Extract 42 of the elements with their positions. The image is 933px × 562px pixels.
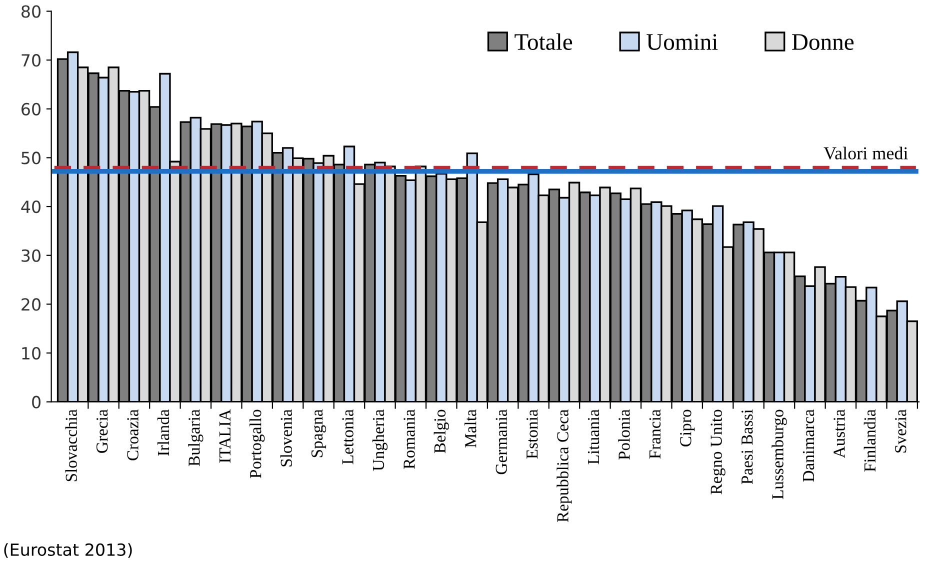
y-tick-label: 0 — [32, 396, 40, 408]
y-tick-label: 20 — [22, 298, 40, 311]
x-tick-label: Svezia — [895, 409, 906, 452]
x-tick-label: Belgio — [434, 410, 449, 454]
x-tick-label: Malta — [464, 409, 476, 448]
y-tick-label: 50 — [22, 152, 40, 164]
legend-label: Totale — [514, 33, 572, 50]
legend-label: Uomini — [646, 34, 718, 50]
y-tick-label: 10 — [22, 346, 40, 360]
x-tick-label: Bulgaria — [188, 409, 204, 466]
x-tick-label: Polonia — [618, 409, 630, 460]
x-tick-label: Austria — [834, 409, 845, 458]
x-tick-label: Estonia — [526, 409, 538, 459]
x-tick-label: Portogallo — [250, 410, 265, 478]
x-tick-label: Cipro — [680, 410, 695, 446]
y-tick-label: 80 — [22, 5, 40, 18]
x-tick-label: Finlandia — [864, 409, 876, 472]
x-tick-label: Croazia — [127, 409, 138, 460]
x-tick-label: Spagna — [311, 409, 326, 458]
x-tick-label: Lussemburgo — [772, 410, 787, 500]
x-tick-label: Slovacchia — [65, 409, 77, 482]
y-tick-label: 70 — [22, 54, 40, 67]
x-tick-label: Slovenia — [280, 409, 292, 466]
ref-line-label: Valori medi — [824, 146, 908, 160]
x-tick-label: Danimarca — [802, 409, 814, 482]
x-tick-label: Germania — [496, 409, 507, 474]
x-tick-label: Lettonia — [342, 409, 354, 464]
x-tick-label: Regno Unito — [710, 410, 726, 494]
x-tick-label: Grecia — [96, 409, 108, 453]
y-tick-label: 30 — [22, 249, 40, 262]
x-tick-label: Romania — [404, 409, 415, 469]
x-tick-label: ITALIA — [219, 409, 230, 463]
x-tick-label: Paesi Bassi — [742, 409, 753, 484]
y-tick-label: 60 — [22, 102, 40, 116]
y-tick-label: 40 — [21, 200, 40, 214]
x-tick-label: Francia — [649, 409, 661, 459]
legend-label: Donne — [792, 34, 854, 50]
x-tick-label: Lituania — [588, 409, 600, 464]
x-tick-label: Repubblica Ceca — [556, 409, 572, 522]
text: (Eurostat 2013) — [4, 543, 132, 558]
x-tick-label: Irlanda — [157, 409, 170, 456]
x-tick-label: Ungheria — [372, 409, 388, 471]
